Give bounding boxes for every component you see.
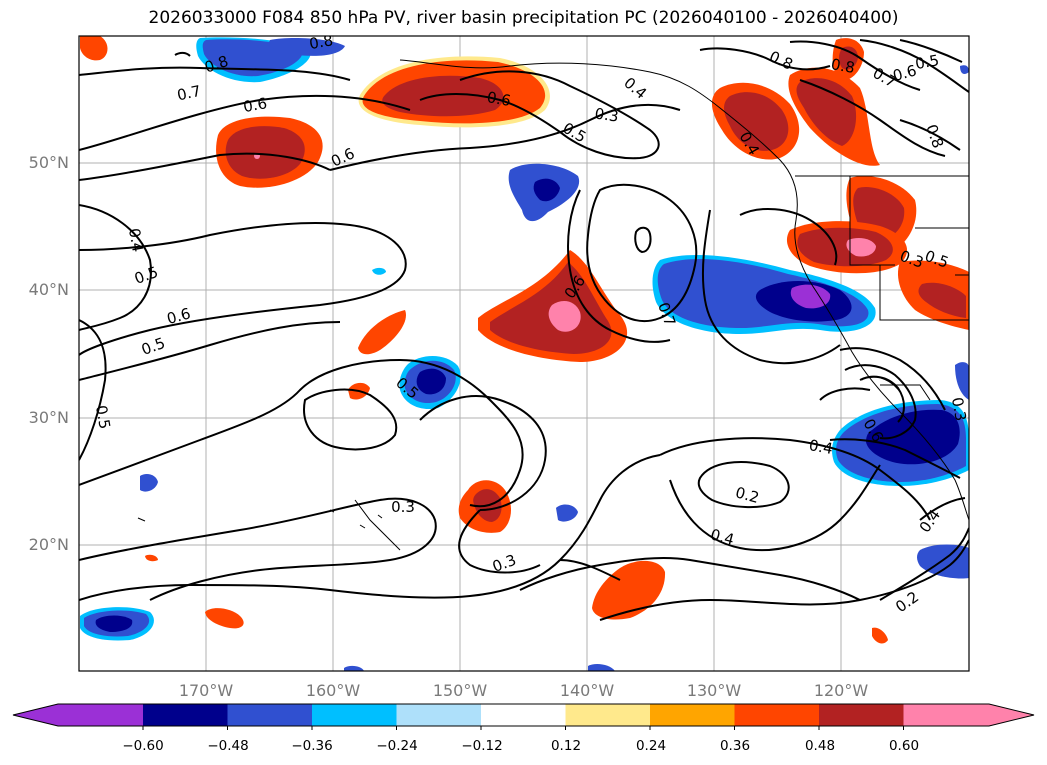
lat-label-20n: 20°N <box>28 535 69 554</box>
contour-label: 0.3 <box>948 396 970 423</box>
contour-label: 0.4 <box>708 525 736 549</box>
lon-label-170w: 170°W <box>178 681 234 700</box>
colorbar-tick: −0.12 <box>461 738 503 754</box>
contour-label: 0.7 <box>175 82 202 105</box>
colorbar-tick: 0.48 <box>804 738 836 754</box>
lat-label-30n: 30°N <box>28 408 69 427</box>
colorbar-tick: −0.24 <box>376 738 418 754</box>
lon-label-140w: 140°W <box>559 681 615 700</box>
positive-anomaly-shading <box>80 36 969 644</box>
contour-label: 0.6 <box>242 94 269 116</box>
colorbar-tick: 0.12 <box>550 738 582 754</box>
colorbar-tick: −0.48 <box>207 738 249 754</box>
colorbar-tick: 0.60 <box>888 738 920 754</box>
lat-label-40n: 40°N <box>28 280 69 299</box>
colorbar-tick: −0.36 <box>291 738 333 754</box>
pv-contours <box>79 39 969 621</box>
colorbar-tick: 0.36 <box>719 738 751 754</box>
contour-label: 0.4 <box>808 436 835 458</box>
contour-label: 0.3 <box>594 104 620 125</box>
contour-label: 0.4 <box>125 227 147 254</box>
lon-label-160w: 160°W <box>305 681 361 700</box>
colorbar-tick: 0.24 <box>635 738 667 754</box>
coastlines <box>137 59 969 551</box>
lon-label-120w: 120°W <box>813 681 869 700</box>
contour-label: 0.8 <box>830 55 857 77</box>
map-frame <box>78 35 970 672</box>
colorbar-tick: −0.60 <box>122 738 164 754</box>
contour-label: 0.6 <box>165 304 193 328</box>
contour-label: 0.2 <box>733 483 761 507</box>
map-title: 2026033000 F084 850 hPa PV, river basin … <box>148 8 899 28</box>
contour-label: 0.3 <box>391 498 415 516</box>
lon-label-130w: 130°W <box>686 681 742 700</box>
contour-label: 0.6 <box>891 61 919 85</box>
contour-label: 0.5 <box>92 404 114 431</box>
lon-label-150w: 150°W <box>432 681 488 700</box>
lat-label-50n: 50°N <box>28 153 69 172</box>
contour-label: 0.5 <box>914 51 941 73</box>
contour-label: 0.8 <box>308 31 335 53</box>
contour-label: 0.6 <box>486 88 513 110</box>
